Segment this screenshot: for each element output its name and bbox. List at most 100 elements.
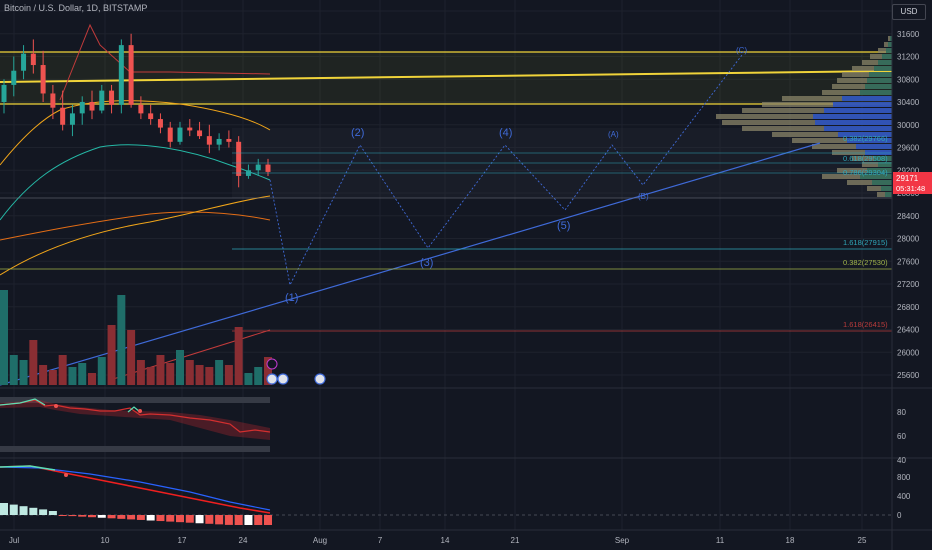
profile-bar (888, 42, 892, 47)
profile-bar (837, 78, 892, 83)
candle-body (138, 104, 144, 114)
event-icon[interactable] (266, 358, 278, 370)
hist-bar (107, 515, 116, 519)
profile-bar (742, 108, 892, 113)
hist-bar (58, 515, 67, 516)
profile-bar (874, 156, 892, 161)
volume-bar (19, 360, 28, 385)
resistance-trend-line (0, 70, 893, 83)
currency-button[interactable]: USD (892, 4, 926, 20)
profile-bar (833, 102, 892, 107)
candle-body (216, 138, 222, 145)
flag-icon[interactable] (277, 373, 289, 385)
price-tick-label: 30400 (897, 98, 920, 107)
hist-bar (29, 507, 38, 515)
profile-bar (813, 114, 892, 119)
profile-bar (878, 60, 892, 65)
time-tick-label: 21 (511, 536, 520, 545)
volume-bars (0, 290, 272, 385)
profile-bar (832, 150, 892, 155)
volume-profile (716, 36, 892, 197)
volume-bar (146, 367, 155, 385)
candle-body (177, 127, 183, 142)
price-tick-label: 29600 (897, 144, 920, 153)
profile-bar (867, 186, 892, 191)
time-tick-label: Jul (9, 536, 19, 545)
candle-body (255, 164, 261, 171)
price-tick-label: 28400 (897, 212, 920, 221)
candle-body (128, 45, 134, 105)
volume-trend-line (109, 329, 271, 381)
osc-tick-label: 40 (897, 456, 906, 465)
candle-body (265, 164, 271, 172)
time-tick-label: Aug (313, 536, 327, 545)
price-tick-label: 27600 (897, 257, 920, 266)
profile-bar (837, 168, 892, 173)
wave-label-5: (5) (557, 220, 570, 232)
volume-bar (117, 295, 126, 385)
hist-bar (176, 515, 184, 523)
price-tick-label: 25600 (897, 371, 920, 380)
profile-bar (762, 102, 892, 107)
profile-bar (847, 138, 892, 143)
flag-icon[interactable] (314, 373, 326, 385)
wave-label-c: (C) (736, 46, 747, 55)
candle-body (30, 53, 36, 66)
wave-label-2: (2) (351, 127, 364, 139)
profile-bar (742, 126, 892, 131)
price-tick-label: 30800 (897, 75, 920, 84)
osc-tick-label: 80 (897, 408, 906, 417)
profile-bar (870, 54, 892, 59)
candle-body (118, 45, 124, 105)
volume-bar (205, 367, 214, 385)
hist-bar (146, 515, 155, 521)
candle-body (206, 136, 212, 145)
candle-body (60, 107, 66, 125)
profile-bar (824, 126, 892, 131)
time-tick-label: Sep (615, 536, 630, 545)
volume-bar (29, 340, 38, 385)
flag-icon[interactable] (266, 373, 278, 385)
volume-bar (176, 350, 184, 385)
osc-axis: 80 60 40 800 400 0 (897, 408, 911, 520)
candle-body (1, 84, 7, 102)
hist-tick-label: 400 (897, 492, 911, 501)
price-tick-label: 29200 (897, 166, 920, 175)
profile-bar (865, 150, 892, 155)
profile-bar (882, 54, 892, 59)
candle-body (50, 93, 56, 108)
volume-bar (88, 373, 96, 385)
hist-bar (88, 515, 96, 518)
hist-bar (185, 515, 194, 523)
profile-bar (867, 168, 892, 173)
profile-bar (822, 174, 892, 179)
hist-bar (19, 506, 28, 515)
hist-bar (254, 515, 263, 525)
hist-bar (244, 515, 253, 525)
hist-bar (39, 509, 48, 515)
profile-bar (860, 90, 892, 95)
bar-countdown: 05:31:48 (896, 184, 925, 193)
profile-bar (886, 48, 892, 53)
volume-bar (244, 373, 253, 385)
price-tick-label: 31200 (897, 53, 920, 62)
candle-body (148, 113, 154, 120)
profile-bar (838, 132, 892, 137)
volume-bar (39, 365, 48, 385)
fib-label: 0.786(29304) (843, 168, 888, 177)
time-tick-label: 10 (101, 536, 110, 545)
wave-label-4: (4) (499, 127, 512, 139)
hist-bar (224, 515, 233, 525)
price-tick-label: 26000 (897, 348, 920, 357)
time-tick-label: 24 (239, 536, 248, 545)
volume-bar (224, 365, 233, 385)
price-tick-label: 26800 (897, 303, 920, 312)
volume-bar (156, 355, 165, 385)
hist-bar (68, 515, 77, 517)
hist-bar (97, 515, 106, 518)
volume-bar (107, 325, 116, 385)
volume-bar (0, 290, 8, 385)
fib-label: 0.382(29766) (843, 134, 888, 143)
price-tick-label: 27200 (897, 280, 920, 289)
